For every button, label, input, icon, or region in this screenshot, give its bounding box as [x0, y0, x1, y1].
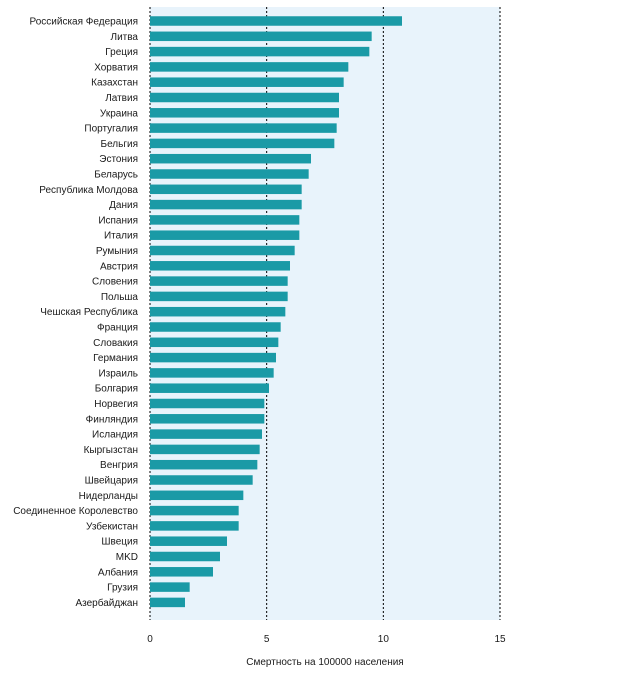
category-label: Дания — [109, 200, 138, 211]
category-label: Хорватия — [94, 62, 138, 73]
bar — [150, 567, 213, 577]
category-label: Испания — [98, 215, 138, 226]
category-label: MKD — [116, 552, 138, 563]
bar — [150, 169, 309, 179]
category-label: Украина — [100, 108, 139, 119]
category-label: Германия — [93, 353, 138, 364]
bar — [150, 199, 302, 210]
category-label: Финляндия — [86, 414, 138, 425]
category-label: Беларусь — [94, 170, 138, 181]
category-label: Литва — [111, 32, 139, 43]
bar — [150, 352, 276, 363]
x-tick-label: 15 — [494, 634, 506, 645]
bar — [150, 276, 288, 286]
category-label: Исландия — [92, 430, 138, 441]
category-label: Польша — [101, 292, 139, 303]
bar — [150, 490, 244, 501]
bar — [150, 459, 258, 470]
category-label: Венгрия — [100, 460, 138, 471]
bar — [150, 505, 239, 516]
x-tick-label: 0 — [147, 634, 153, 645]
bar — [150, 536, 227, 546]
category-label: Нидерланды — [79, 491, 138, 502]
x-axis-title: Смертность на 100000 населения — [246, 657, 403, 668]
category-label: Израиль — [98, 368, 138, 379]
bar — [150, 398, 265, 409]
bars — [150, 16, 402, 608]
x-tick-labels: 0 5 10 15 — [147, 634, 506, 645]
bar — [150, 337, 279, 348]
category-label: Австрия — [100, 261, 138, 272]
x-tick-label: 10 — [378, 634, 390, 645]
category-label: Румыния — [96, 246, 138, 257]
bar — [150, 475, 253, 485]
category-label: Российская Федерация — [29, 17, 138, 28]
category-label: Соединенное Королевство — [13, 506, 138, 517]
bar — [150, 383, 269, 393]
category-label: Чешская Республика — [40, 306, 138, 318]
category-label: Португалия — [84, 124, 138, 135]
bar — [150, 322, 281, 332]
bar — [150, 414, 265, 424]
bar — [150, 551, 220, 562]
bar — [150, 138, 335, 149]
bar — [150, 245, 295, 256]
bar — [150, 77, 344, 87]
bar — [150, 46, 370, 57]
bar — [150, 92, 339, 103]
category-label: Эстония — [99, 154, 138, 165]
category-label: Италия — [104, 231, 138, 242]
category-label: Республика Молдова — [39, 184, 138, 196]
category-label: Грузия — [107, 583, 138, 594]
bar — [150, 444, 260, 455]
bar — [150, 306, 286, 317]
bar — [150, 215, 300, 225]
bar — [150, 597, 185, 608]
bar — [150, 429, 262, 439]
category-label: Бельгия — [101, 139, 139, 150]
category-label: Латвия — [105, 93, 138, 104]
category-label: Словакия — [93, 338, 138, 349]
bar — [150, 582, 190, 592]
bar — [150, 62, 349, 72]
category-label: Швеция — [101, 537, 138, 548]
category-label: Греция — [105, 47, 138, 58]
category-label: Швейцария — [85, 476, 138, 487]
category-label: Азербайджан — [75, 597, 138, 609]
category-label: Словения — [92, 277, 138, 288]
bar — [150, 368, 274, 378]
category-label: Кыргызстан — [84, 445, 138, 456]
category-label: Франция — [97, 323, 138, 334]
bar — [150, 123, 337, 133]
bar — [150, 521, 239, 531]
bar — [150, 261, 290, 271]
bar — [150, 108, 339, 118]
x-tick-label: 5 — [264, 634, 270, 645]
bar — [150, 184, 302, 195]
category-label: Норвегия — [94, 399, 138, 410]
category-label: Албания — [98, 566, 138, 578]
bar — [150, 230, 300, 240]
bar — [150, 291, 288, 302]
category-label: Болгария — [95, 384, 138, 395]
category-label: Казахстан — [91, 78, 138, 89]
category-label: Узбекистан — [86, 520, 138, 532]
bar — [150, 153, 311, 164]
category-labels: Российская Федерация Литва Греция Хорватия К… — [13, 17, 138, 609]
bar — [150, 16, 402, 26]
bar — [150, 31, 372, 42]
